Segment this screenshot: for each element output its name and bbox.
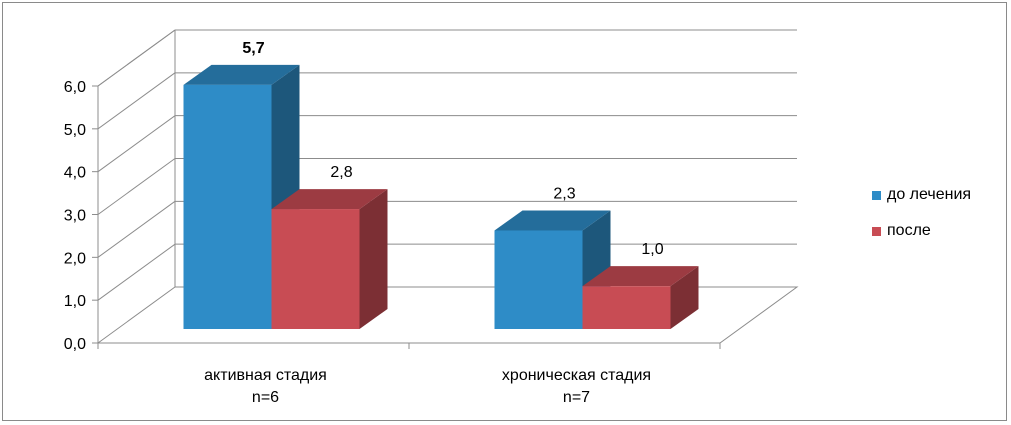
legend-item-series-0: до лечения (872, 184, 971, 206)
bar-top (582, 266, 699, 287)
x-tick-label: хроническая стадия (502, 367, 651, 384)
bar-side (670, 266, 699, 329)
legend-label-series-1: после (887, 222, 931, 239)
x-tick-label: активная стадия (204, 367, 327, 384)
legend-label-series-0: до лечения (887, 186, 972, 203)
x-tick-label: n=7 (563, 389, 590, 406)
y-axis-top (97, 29, 176, 87)
bar (183, 84, 272, 329)
gridline-side (97, 243, 176, 301)
legend: до лечения после (872, 184, 971, 256)
data-label: 5,7 (242, 40, 264, 57)
y-tick-label: 2,0 (64, 250, 86, 267)
gridline-side (97, 158, 176, 215)
bar (271, 209, 360, 329)
bar (582, 286, 671, 329)
legend-swatch-series-0 (872, 190, 881, 200)
floor (97, 286, 799, 344)
x-tick-label: n=6 (252, 389, 279, 406)
y-tick-label: 1,0 (64, 293, 86, 310)
bar-side (359, 189, 388, 329)
gridline-side (97, 115, 176, 173)
y-tick-label: 0,0 (64, 336, 86, 353)
bar-top (494, 210, 611, 231)
data-label: 2,8 (330, 164, 352, 181)
y-tick-label: 6,0 (64, 79, 86, 96)
bar-top (271, 189, 388, 210)
gridline-side (97, 200, 176, 258)
y-tick-label: 4,0 (64, 165, 86, 182)
data-label: 1,0 (641, 241, 663, 258)
legend-item-series-1: после (872, 220, 971, 242)
y-tick-label: 5,0 (64, 122, 86, 139)
y-tick-label: 3,0 (64, 208, 86, 225)
data-label: 2,3 (553, 185, 575, 202)
bar-top (183, 64, 300, 85)
legend-swatch-series-1 (872, 226, 881, 236)
gridline-side (97, 72, 176, 130)
bar (494, 230, 583, 329)
